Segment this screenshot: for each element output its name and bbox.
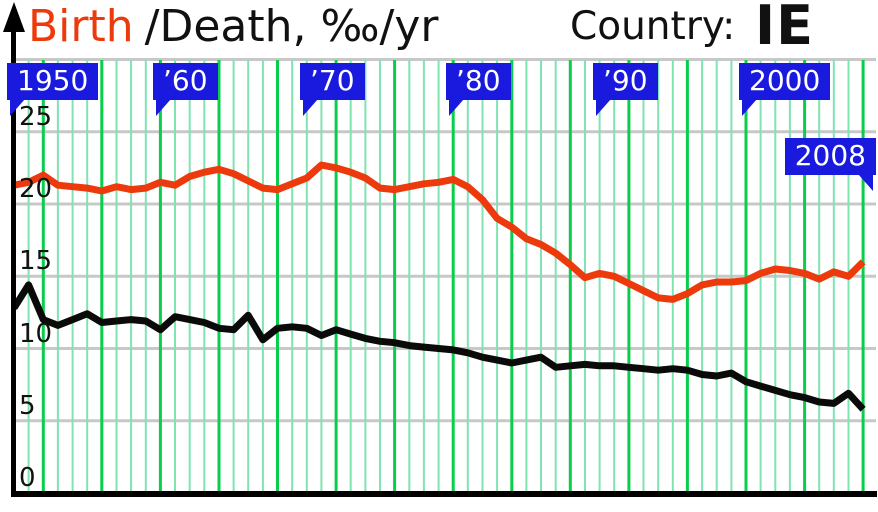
- year-flag-60: ’60: [153, 63, 218, 116]
- chart-title: Birth/Death, ‰/yr: [28, 1, 438, 52]
- year-flag-label: ’80: [456, 64, 501, 97]
- year-flag-70: ’70: [300, 63, 365, 116]
- year-flag-90: ’90: [593, 63, 658, 116]
- y-axis-tick-25: 25: [19, 102, 53, 132]
- year-flag-label: 2000: [749, 64, 821, 97]
- death-rate-line: [11, 281, 866, 412]
- year-flag-label: 1950: [17, 64, 89, 97]
- country-code: IE: [755, 0, 814, 57]
- flag-pointer-icon: [156, 99, 171, 116]
- year-flag-label: ’60: [163, 64, 208, 97]
- flag-pointer-icon: [10, 99, 25, 116]
- death-units-label: /Death, ‰/yr: [144, 1, 439, 52]
- year-flag-2008: 2008: [784, 138, 876, 191]
- flag-pointer-icon: [303, 99, 318, 116]
- flag-pointer-icon: [742, 99, 757, 116]
- country-label: Country:: [570, 4, 736, 49]
- year-flag-80: ’80: [446, 63, 511, 116]
- x-axis: [11, 491, 877, 497]
- y-axis-tick-20: 20: [19, 174, 53, 204]
- year-flag-2000: 2000: [739, 63, 831, 116]
- y-axis: [11, 26, 16, 497]
- y-axis-tick-10: 10: [19, 319, 53, 349]
- birth-series-label: Birth: [28, 1, 134, 52]
- y-axis-tick-0: 0: [19, 463, 36, 493]
- flag-pointer-icon: [449, 99, 464, 116]
- y-axis-tick-5: 5: [19, 391, 36, 421]
- y-axis-tick-15: 15: [19, 246, 53, 276]
- y-axis-arrow-icon: [3, 2, 25, 32]
- year-flag-label: ’70: [310, 64, 355, 97]
- year-flag-label: ’90: [603, 64, 648, 97]
- year-flag-1950: 1950: [7, 63, 99, 116]
- birth-rate-line: [13, 161, 866, 303]
- flag-pointer-icon: [858, 174, 873, 191]
- year-flag-label: 2008: [794, 139, 866, 172]
- flag-pointer-icon: [596, 99, 611, 116]
